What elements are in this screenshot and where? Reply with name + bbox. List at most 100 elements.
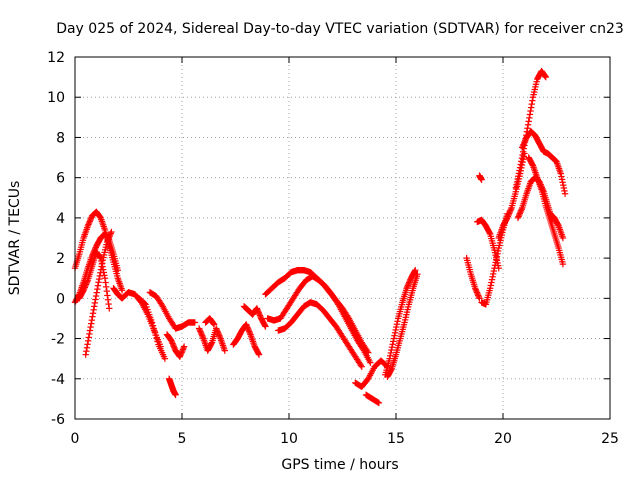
data-point — [255, 351, 263, 358]
data-point — [246, 328, 253, 335]
data-point — [210, 320, 217, 327]
data-point — [391, 332, 398, 339]
data-point — [357, 362, 365, 369]
data-point — [486, 229, 493, 237]
data-point — [105, 235, 112, 243]
data-point — [153, 335, 160, 342]
data-point — [521, 138, 528, 145]
data-point — [519, 148, 527, 156]
data-point — [516, 164, 524, 171]
data-point — [199, 333, 206, 341]
data-point — [476, 295, 483, 302]
data-point — [177, 350, 185, 357]
data-point — [486, 285, 494, 292]
data-point — [118, 287, 126, 294]
data-point — [515, 213, 522, 220]
data-point — [95, 279, 102, 286]
data-point — [89, 313, 96, 320]
y-tick-label: 8 — [56, 130, 65, 146]
data-point — [253, 305, 261, 312]
data-point — [80, 285, 88, 293]
data-point — [152, 331, 159, 339]
data-point — [527, 104, 535, 111]
data-point — [197, 328, 204, 335]
data-point — [561, 187, 568, 195]
plot-frame — [74, 56, 611, 420]
data-point — [81, 284, 88, 291]
data-point — [89, 310, 97, 317]
y-tick-label: 0 — [56, 291, 65, 307]
data-point — [90, 306, 97, 314]
data-point — [107, 230, 114, 237]
data-point — [261, 322, 269, 329]
data-point — [179, 347, 186, 355]
data-point — [108, 228, 115, 236]
data-point — [221, 347, 228, 354]
data-point — [215, 331, 222, 338]
x-tick-label: 20 — [494, 431, 512, 447]
data-point — [172, 391, 179, 399]
data-point — [515, 173, 522, 180]
data-point — [554, 221, 562, 228]
data-point — [178, 349, 185, 356]
data-point — [191, 319, 199, 326]
data-point — [394, 318, 401, 325]
data-point — [214, 328, 221, 335]
data-point — [494, 247, 502, 255]
data-point — [559, 179, 566, 186]
data-point — [198, 332, 206, 339]
data-point — [87, 215, 95, 222]
data-point — [525, 118, 532, 125]
data-point — [517, 161, 524, 168]
data-point — [245, 327, 252, 334]
data-point — [518, 158, 525, 165]
data-point — [98, 260, 106, 268]
data-point — [488, 276, 496, 283]
data-point — [103, 287, 110, 295]
data-point — [255, 350, 262, 357]
data-point — [490, 267, 498, 275]
data-point — [493, 256, 500, 263]
data-point — [256, 312, 264, 319]
data-point — [104, 292, 111, 299]
data-point — [507, 206, 515, 213]
x-tick-label: 15 — [387, 431, 405, 447]
data-point — [505, 210, 513, 217]
x-tick-label: 10 — [280, 431, 298, 447]
x-tick-label: 0 — [71, 431, 80, 447]
data-point — [195, 325, 203, 332]
data-point — [149, 322, 157, 329]
data-point — [514, 175, 521, 183]
data-point — [403, 285, 410, 292]
data-point — [527, 107, 534, 115]
data-point — [102, 283, 110, 291]
data-point — [262, 323, 269, 330]
data-point — [490, 270, 497, 278]
data-point — [94, 282, 102, 289]
data-point — [513, 181, 520, 189]
data-point — [404, 282, 412, 289]
data-point — [522, 137, 529, 144]
data-point — [529, 161, 536, 168]
data-point — [213, 326, 221, 334]
data-point — [489, 273, 496, 280]
data-point — [168, 338, 176, 346]
data-point — [171, 344, 178, 351]
data-point — [214, 329, 222, 337]
y-tick-label: 6 — [56, 171, 65, 187]
data-point — [519, 144, 526, 151]
data-point — [84, 337, 92, 345]
data-point — [106, 233, 113, 240]
data-point — [170, 343, 177, 350]
data-point — [98, 257, 105, 265]
data-point — [105, 300, 112, 308]
data-point — [367, 359, 374, 366]
data-point — [179, 346, 187, 353]
data-point — [244, 324, 251, 331]
y-tick-label: -6 — [51, 412, 65, 428]
data-point — [97, 254, 104, 262]
data-point — [246, 329, 254, 337]
data-point — [516, 210, 524, 217]
data-point — [504, 213, 512, 220]
